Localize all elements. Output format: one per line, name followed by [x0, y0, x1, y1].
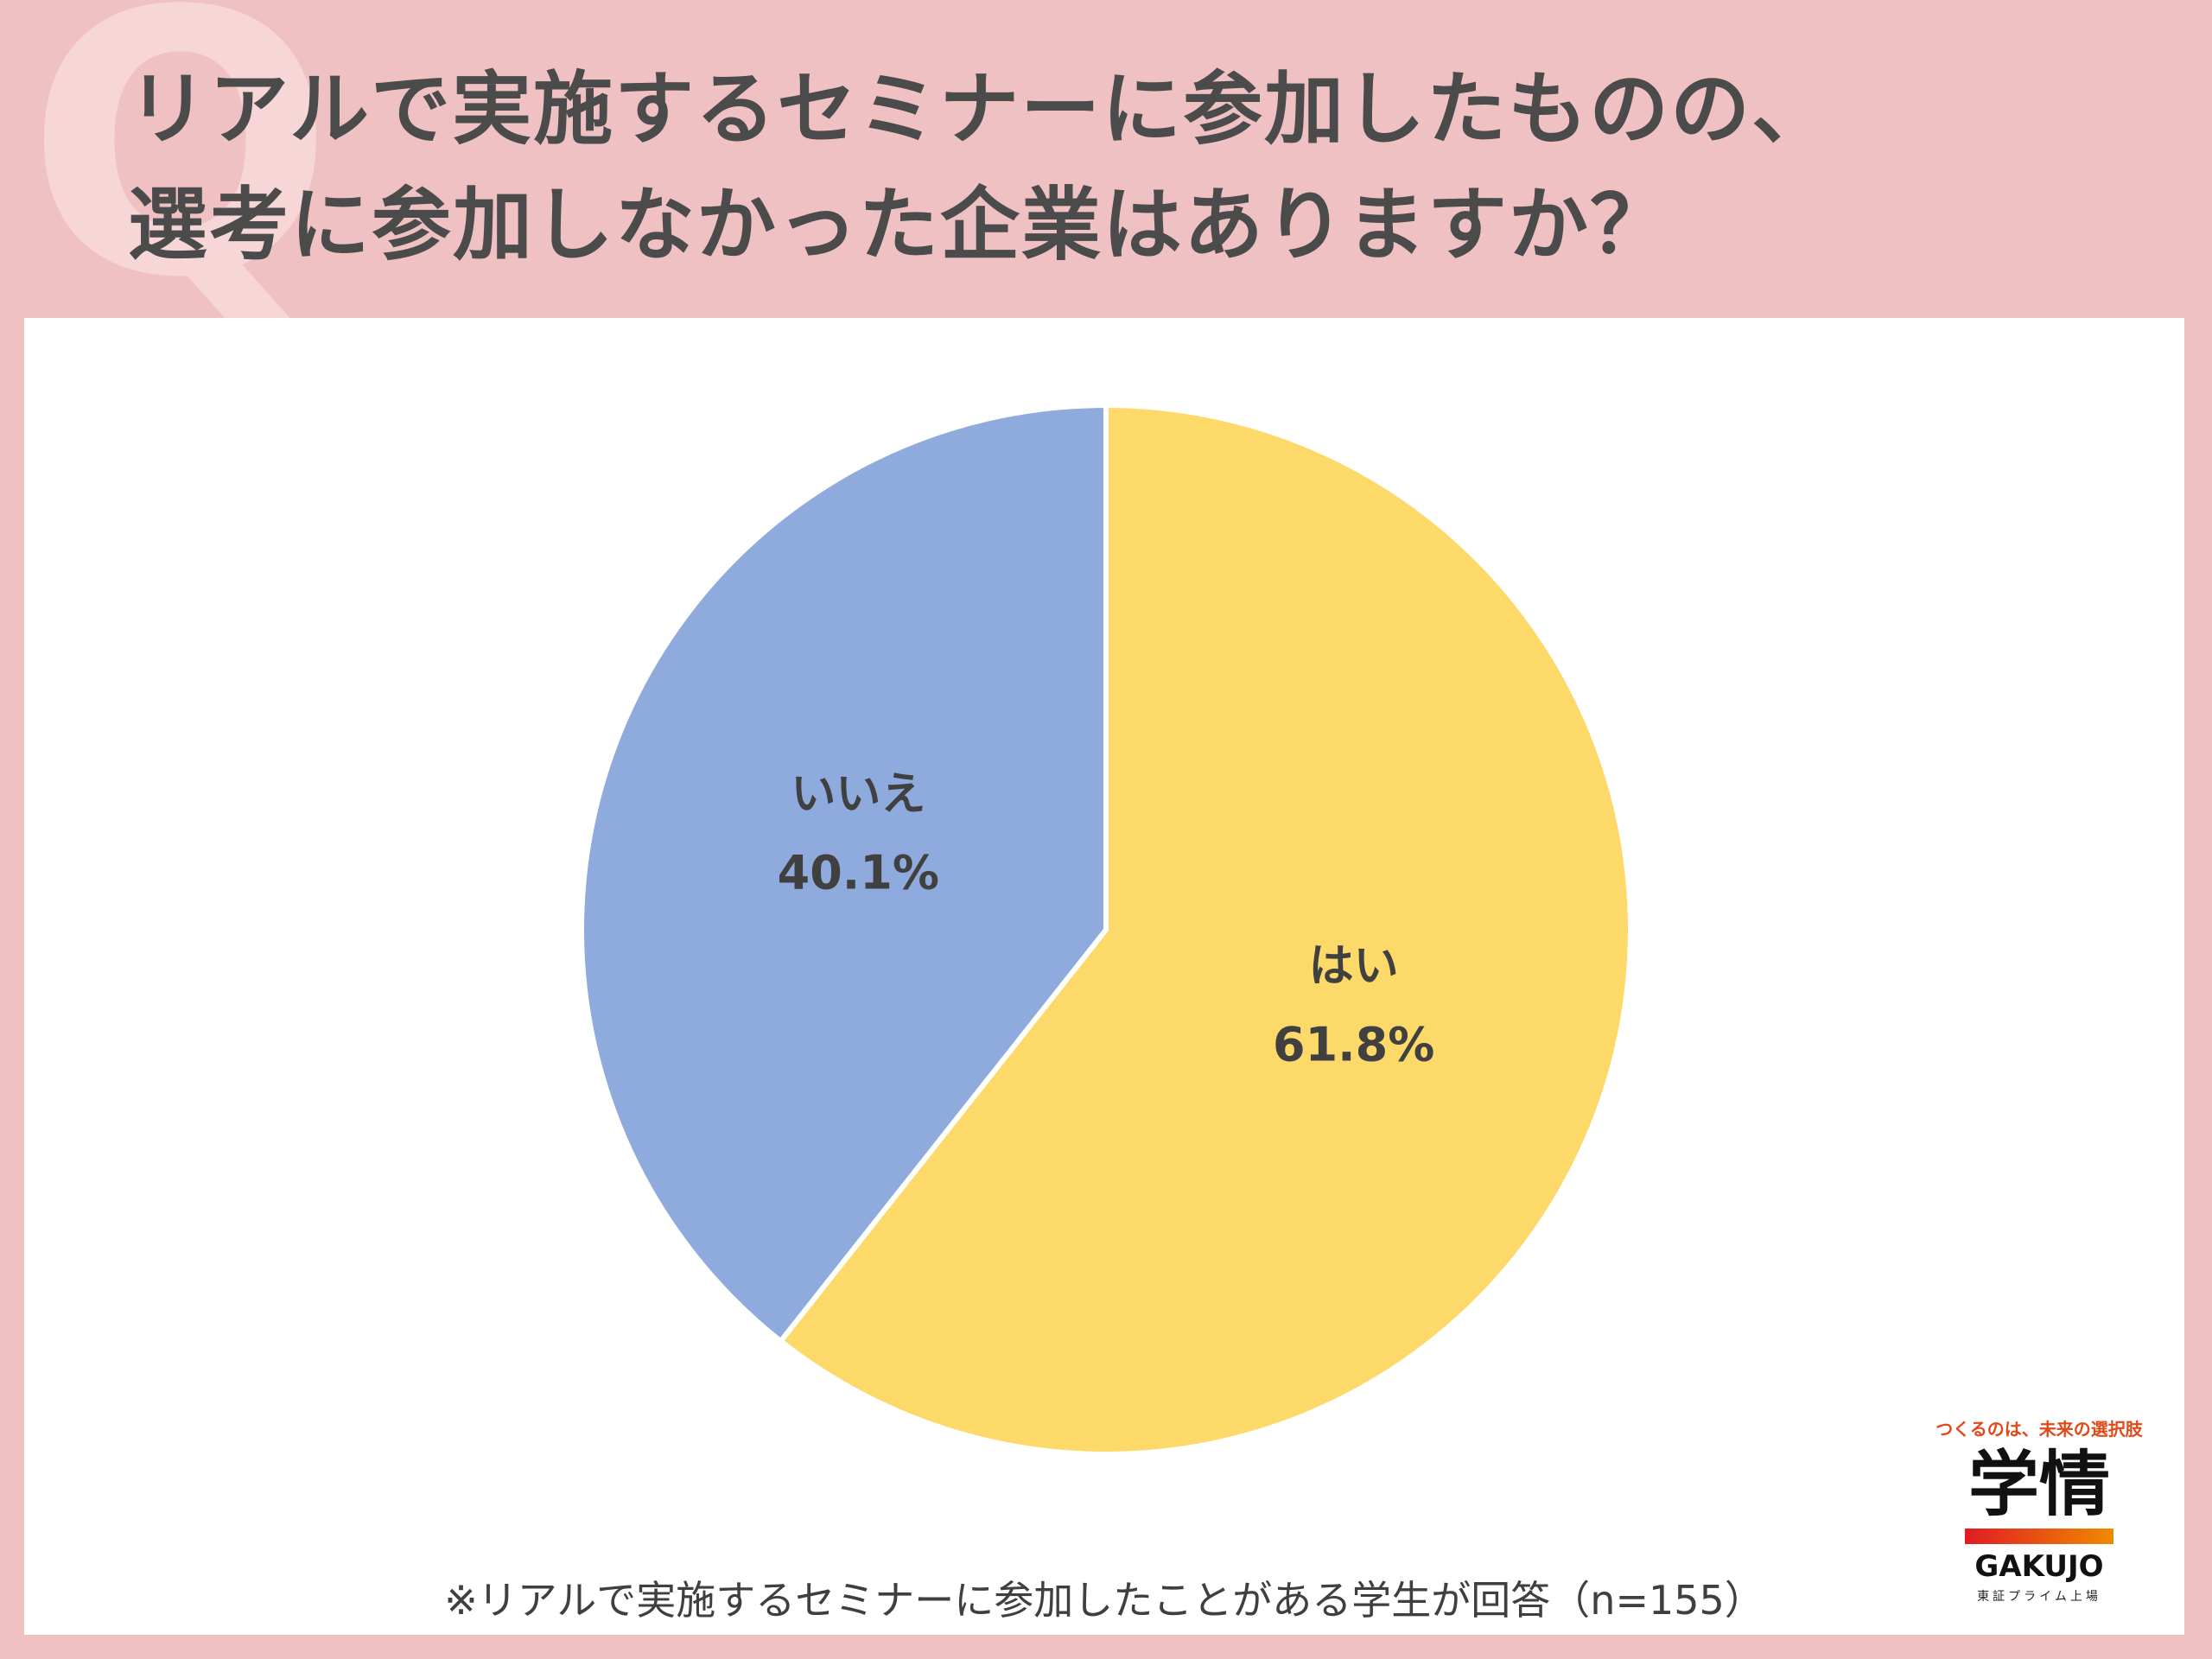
- pie-slice-yes: [777, 402, 1633, 1457]
- slice-value-label-yes: 61.8%: [1273, 1018, 1434, 1072]
- page-title: リアルで実施するセミナーに参加したものの、 選考に参加しなかった企業はありますか…: [128, 52, 2115, 283]
- chart-panel: はい 61.8% いいえ 40.1% ※リアルで実施するセミナーに参加したことがある学…: [24, 318, 2184, 1635]
- title-line-2: 選考に参加しなかった企業はありますか？: [128, 179, 1672, 271]
- logo-tagline: つくるのは、未来の選択肢: [1936, 1419, 2143, 1440]
- logo-listing: 東証プライム上場: [1977, 1590, 2101, 1604]
- logo-name: GAKUJO: [1974, 1549, 2104, 1584]
- logo-kanji: 学情: [1967, 1444, 2110, 1526]
- gakujo-logo: つくるのは、未来の選択肢 学情 GAKUJO 東証プライム上場: [1936, 1405, 2143, 1612]
- slice-category-label-no: いいえ: [791, 768, 925, 820]
- title-line-1: リアルで実施するセミナーに参加したものの、: [128, 63, 1834, 156]
- slice-value-label-no: 40.1%: [778, 845, 939, 899]
- pie-slice-no: [579, 402, 1109, 1345]
- pie-chart: はい 61.8% いいえ 40.1%: [579, 402, 1633, 1457]
- footnote: ※リアルで実施するセミナーに参加したことがある学生が回答（n=155）: [444, 1577, 1764, 1624]
- q-watermark: Q: [26, 0, 335, 358]
- slice-category-label-yes: はい: [1309, 941, 1399, 993]
- logo-bar: [1965, 1529, 2113, 1544]
